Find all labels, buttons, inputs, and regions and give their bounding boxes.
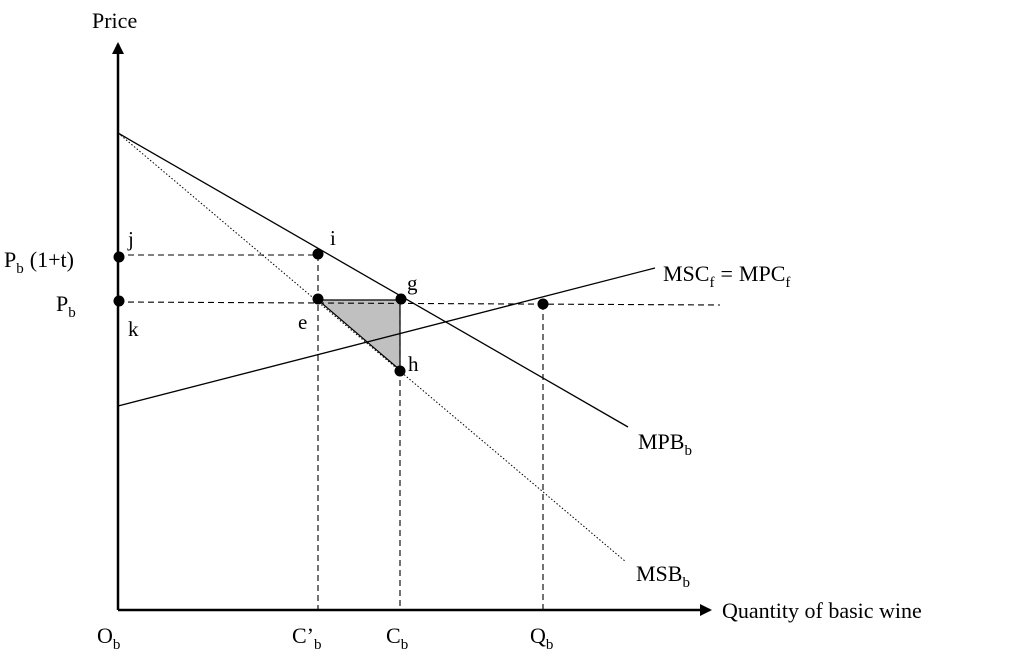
- point-j: [113, 251, 125, 263]
- c-label: Cb: [386, 623, 408, 653]
- point-h: [394, 365, 406, 377]
- y-axis-title: Price: [92, 8, 137, 33]
- point-i: [312, 248, 324, 260]
- point-k-label: k: [128, 317, 139, 341]
- msc-mpc-label: MSCf = MPCf: [663, 261, 790, 291]
- pb-label: Pb: [56, 291, 76, 321]
- point-g: [395, 293, 407, 305]
- point-i-label: i: [330, 226, 336, 250]
- mpb-curve: [117, 132, 629, 428]
- point-q: [537, 298, 549, 310]
- pb-guide: [117, 301, 721, 306]
- point-k: [113, 295, 125, 307]
- point-e-label: e: [298, 310, 307, 334]
- msb-curve: [117, 132, 627, 563]
- point-h-label: h: [408, 352, 419, 376]
- point-e: [312, 293, 324, 305]
- pb-tax-label: Pb (1+t): [4, 247, 74, 277]
- x-axis-title: Quantity of basic wine: [722, 598, 922, 623]
- msc-mpc-curve: [117, 267, 656, 407]
- origin-label: Ob: [97, 623, 120, 653]
- mpb-label: MPBb: [638, 429, 692, 459]
- point-g-label: g: [407, 271, 418, 295]
- msb-label: MSBb: [636, 561, 690, 591]
- deadweight-triangle: [316, 299, 401, 372]
- c-prime-label: C’b: [292, 623, 322, 653]
- q-label: Qb: [530, 623, 553, 653]
- point-j-label: j: [127, 227, 134, 251]
